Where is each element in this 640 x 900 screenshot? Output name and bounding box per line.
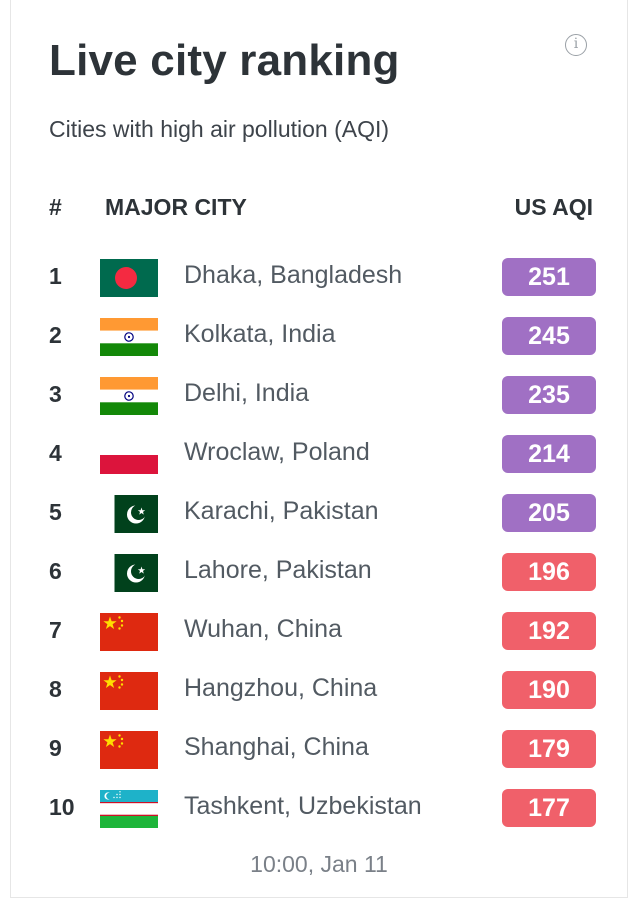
rank-number: 5 (49, 499, 62, 525)
ranking-row[interactable]: 5 Karachi, Pakistan 205 (11, 484, 627, 543)
aqi-badge: 190 (502, 671, 596, 709)
rank-number: 9 (49, 735, 62, 761)
aqi-badge: 196 (502, 553, 596, 591)
ranking-row[interactable]: 1 Dhaka, Bangladesh 251 (11, 248, 627, 307)
city-name[interactable]: Wuhan, China (184, 615, 342, 643)
city-column-header: MAJOR CITY (105, 194, 247, 220)
ranking-row[interactable]: 10 Tashkent, Uzbekistan 177 (11, 779, 627, 838)
ranking-row[interactable]: 3 Delhi, India 235 (11, 366, 627, 425)
aqi-badge: 179 (502, 730, 596, 768)
card-subtitle: Cities with high air pollution (AQI) (49, 116, 390, 142)
ranking-row[interactable]: 9 Shanghai, China 179 (11, 720, 627, 779)
update-timestamp: 10:00, Jan 11 (250, 851, 388, 877)
rank-number: 7 (49, 617, 62, 643)
rank-number: 2 (49, 322, 62, 348)
city-ranking-card: Live city ranking i Cities with high air… (10, 0, 628, 898)
city-name[interactable]: Tashkent, Uzbekistan (184, 792, 422, 820)
ranking-row[interactable]: 7 Wuhan, China 192 (11, 602, 627, 661)
pakistan-flag-icon (100, 554, 158, 592)
rank-column-header: # (49, 194, 62, 220)
city-name[interactable]: Dhaka, Bangladesh (184, 261, 403, 289)
poland-flag-icon (100, 436, 158, 474)
china-flag-icon (100, 731, 158, 769)
india-flag-icon (100, 377, 158, 415)
city-name[interactable]: Wroclaw, Poland (184, 438, 370, 466)
rank-number: 10 (49, 794, 75, 820)
ranking-row[interactable]: 2 Kolkata, India 245 (11, 307, 627, 366)
ranking-row[interactable]: 4 Wroclaw, Poland 214 (11, 425, 627, 484)
pakistan-flag-icon (100, 495, 158, 533)
city-name[interactable]: Karachi, Pakistan (184, 497, 379, 525)
aqi-badge: 235 (502, 376, 596, 414)
uzbekistan-flag-icon (100, 790, 158, 828)
rank-number: 1 (49, 263, 62, 289)
china-flag-icon (100, 672, 158, 710)
aqi-badge: 251 (502, 258, 596, 296)
city-name[interactable]: Shanghai, China (184, 733, 369, 761)
india-flag-icon (100, 318, 158, 356)
bangladesh-flag-icon (100, 259, 158, 297)
aqi-badge: 205 (502, 494, 596, 532)
rank-number: 6 (49, 558, 62, 584)
aqi-column-header: US AQI (514, 194, 593, 220)
ranking-row[interactable]: 6 Lahore, Pakistan 196 (11, 543, 627, 602)
city-name[interactable]: Kolkata, India (184, 320, 336, 348)
aqi-badge: 177 (502, 789, 596, 827)
rank-number: 8 (49, 676, 62, 702)
city-name[interactable]: Lahore, Pakistan (184, 556, 372, 584)
card-title: Live city ranking (49, 36, 400, 85)
rank-number: 4 (49, 440, 62, 466)
aqi-badge: 245 (502, 317, 596, 355)
rank-number: 3 (49, 381, 62, 407)
info-icon[interactable]: i (565, 34, 587, 56)
city-name[interactable]: Delhi, India (184, 379, 310, 407)
ranking-list: 1 Dhaka, Bangladesh 251 2 Kolkata, India 245 3… (11, 248, 627, 838)
aqi-badge: 192 (502, 612, 596, 650)
aqi-badge: 214 (502, 435, 596, 473)
city-name[interactable]: Hangzhou, China (184, 674, 378, 702)
china-flag-icon (100, 613, 158, 651)
ranking-row[interactable]: 8 Hangzhou, China 190 (11, 661, 627, 720)
